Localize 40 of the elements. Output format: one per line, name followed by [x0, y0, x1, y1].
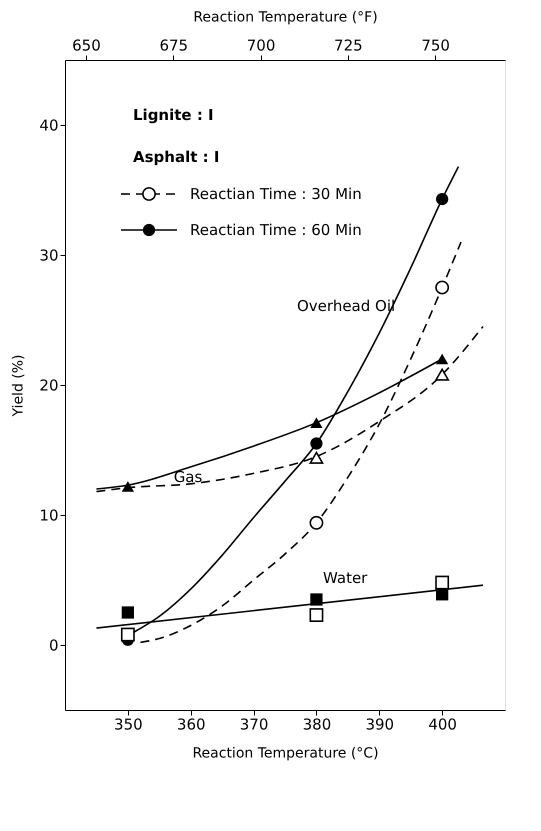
x2-tick-label: 700	[246, 36, 276, 54]
point	[435, 576, 450, 590]
point	[436, 354, 448, 364]
point	[310, 417, 323, 428]
y-tick-label: 0	[48, 636, 58, 654]
annotation: Gas	[174, 468, 202, 486]
x2-tick-label: 650	[72, 36, 101, 54]
legend-label: Reactian Time : 30 Min	[190, 185, 362, 203]
x-tick-label: 350	[114, 716, 143, 734]
point	[120, 628, 135, 642]
x2-tick-label: 750	[421, 36, 450, 54]
y-tick-label: 40	[39, 116, 58, 134]
point	[122, 606, 134, 619]
x-tick-label: 380	[302, 716, 332, 734]
point	[310, 452, 324, 464]
x-axis-title: Reaction Temperature (°C)	[192, 746, 379, 762]
legend-label: Reactian Time : 60 Min	[190, 221, 362, 239]
point	[436, 588, 448, 600]
x2-axis-title: Reaction Temperature (°F)	[193, 10, 378, 26]
x-tick-label: 370	[240, 716, 268, 734]
point	[310, 593, 323, 606]
x-tick-label: 400	[428, 716, 457, 734]
point	[122, 481, 134, 492]
x-tick-label: 360	[176, 716, 206, 734]
annotation: Water	[323, 569, 368, 587]
y-tick-label: 30	[39, 246, 58, 264]
annotation: Lignite : I	[133, 106, 214, 124]
point	[310, 608, 324, 622]
point	[310, 437, 323, 450]
x2-tick-label: 675	[159, 36, 188, 54]
annotation: Asphalt : I	[133, 148, 220, 166]
x-tick-label: 390	[365, 716, 394, 734]
y-tick-label: 20	[39, 376, 58, 394]
point	[435, 368, 450, 381]
x2-tick-label: 725	[334, 36, 363, 54]
y-tick-label: 10	[39, 506, 58, 524]
point	[435, 280, 450, 294]
y-axis-title: Yield (%)	[10, 354, 26, 418]
point	[436, 192, 448, 206]
point	[310, 516, 324, 530]
